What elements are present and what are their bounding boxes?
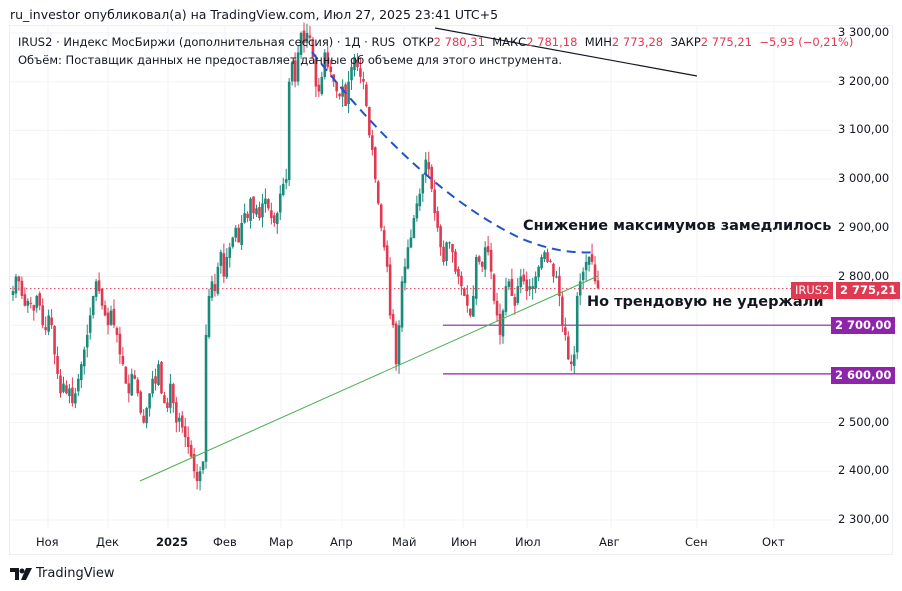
annotation-trend-broken[interactable]: Но трендовую не удержали <box>587 294 824 310</box>
price-tick: 2 900,00 <box>838 219 890 234</box>
low-value: 2 773,28 <box>611 35 664 49</box>
price-tick: 3 200,00 <box>838 73 890 88</box>
symbol-title: IRUS2 · Индекс МосБиржи (дополнительная … <box>18 35 396 49</box>
time-tick: Мар <box>269 535 294 549</box>
price-tick: 2 400,00 <box>838 463 890 478</box>
open-label: ОТКР <box>402 35 434 49</box>
time-tick: 2025 <box>156 535 189 549</box>
change-value: −5,93 (−0,21%) <box>759 35 854 49</box>
time-tick: Сен <box>685 535 708 549</box>
level-2600-tag: 2 600,00 <box>831 367 896 384</box>
published-by: ru_investor опубликовал(а) на TradingVie… <box>10 7 499 22</box>
close-label: ЗАКР <box>670 35 701 49</box>
time-tick: Фев <box>213 535 237 549</box>
high-value: 2 781,18 <box>526 35 578 49</box>
price-tick: 3 300,00 <box>838 25 890 39</box>
ohlc-line: IRUS2 · Индекс МосБиржи (дополнительная … <box>18 33 853 51</box>
low-label: МИН <box>584 35 612 49</box>
current-price-tag: 2 775,21 <box>836 282 901 299</box>
time-tick: Апр <box>330 535 353 549</box>
time-tick: Дек <box>96 535 120 549</box>
time-tick: Окт <box>762 535 785 549</box>
time-tick: Июн <box>451 535 477 549</box>
brand-name: TradingView <box>36 566 115 581</box>
time-tick: Ноя <box>36 535 59 549</box>
close-value: 2 775,21 <box>700 35 752 49</box>
high-label: МАКС <box>492 35 527 49</box>
volume-note: Объём: Поставщик данных не предоставляет… <box>18 53 563 67</box>
price-tick: 3 000,00 <box>838 171 890 186</box>
level-2700-tag: 2 700,00 <box>831 317 896 334</box>
time-tick: Май <box>392 535 417 549</box>
tradingview-logo-icon <box>10 567 32 580</box>
open-value: 2 780,31 <box>433 35 485 49</box>
annotation-highs-slowing[interactable]: Снижение максимумов замедлилось <box>523 218 832 234</box>
chart-legend: IRUS2 · Индекс МосБиржи (дополнительная … <box>18 33 853 69</box>
symbol-tag: IRUS2 <box>791 282 834 299</box>
time-tick: Июл <box>515 535 541 549</box>
price-tick: 2 300,00 <box>838 512 890 526</box>
time-tick: Авг <box>599 535 620 549</box>
tradingview-logo[interactable]: TradingView <box>10 566 115 581</box>
price-tick: 3 100,00 <box>838 122 890 137</box>
price-tick: 2 500,00 <box>838 414 890 429</box>
price-tick: 2 800,00 <box>838 268 890 283</box>
